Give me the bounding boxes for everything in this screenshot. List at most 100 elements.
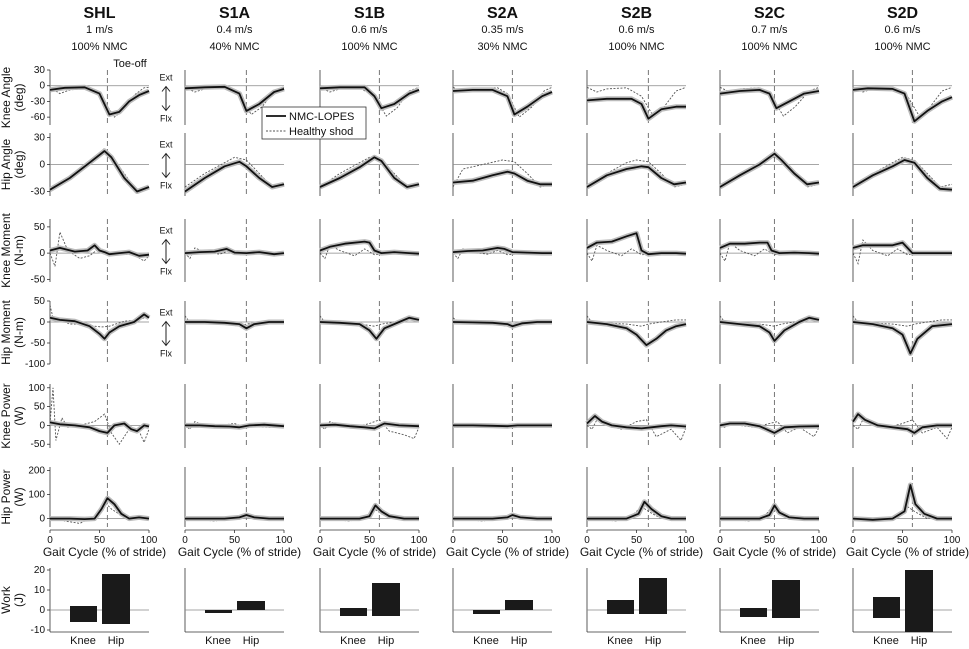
nmc-lopes-curve — [49, 86, 150, 116]
subject-title: S2C — [754, 5, 786, 22]
healthy-shod-curve — [184, 247, 285, 260]
work-bar-knee — [70, 606, 97, 622]
subject-speed: 0.6 m/s — [351, 24, 388, 36]
work-knee-label: Knee — [873, 635, 899, 647]
work-knee-label: Knee — [740, 635, 766, 647]
x-tick-label: 100 — [411, 535, 428, 546]
x-axis-label: Gait Cycle (% of stride) — [580, 545, 703, 559]
panel-knee_angle — [184, 70, 285, 125]
y-tick-label: -60 — [31, 112, 46, 123]
subject-nmc: 100% NMC — [608, 41, 664, 53]
subject-nmc: 30% NMC — [477, 41, 527, 53]
nmc-lopes-curve — [185, 514, 284, 520]
x-axis-label: Gait Cycle (% of stride) — [43, 545, 166, 559]
healthy-shod-curve — [586, 506, 686, 522]
row-ylabel: Hip Angle — [0, 138, 13, 190]
y-tick-label: 30 — [34, 65, 46, 76]
y-tick-label: 50 — [34, 222, 46, 233]
x-axis-label: Gait Cycle (% of stride) — [846, 545, 969, 559]
nmc-lopes-curve — [184, 85, 285, 112]
row-ylabel-units: (N-m) — [12, 317, 26, 348]
nmc-lopes-band — [585, 163, 687, 190]
x-tick-label: 100 — [811, 535, 828, 546]
row-ylabel: Knee Power — [0, 383, 13, 448]
subject-speed: 0.4 m/s — [216, 24, 253, 36]
panel-hip_power — [586, 467, 686, 527]
work-hip-label: Hip — [645, 635, 662, 647]
y-tick-label: 0 — [39, 248, 45, 259]
work-ylabel: Work — [0, 585, 13, 614]
work-panel: Knee Hip — [319, 568, 419, 647]
x-tick-label: 0 — [584, 535, 590, 546]
nmc-lopes-curve — [586, 165, 687, 188]
work-bar-hip — [102, 574, 130, 624]
work-bar-knee — [740, 608, 767, 617]
x-tick-label: 0 — [182, 535, 188, 546]
x-tick-label: 100 — [544, 535, 561, 546]
x-tick-label: 0 — [317, 535, 323, 546]
work-ylabel-units: (J) — [12, 593, 26, 607]
nmc-lopes-band — [587, 499, 686, 522]
y-tick-label: 0 — [39, 420, 45, 431]
nmc-lopes-curve — [452, 246, 552, 255]
y-tick-label: 30 — [34, 133, 46, 144]
healthy-shod-curve — [319, 244, 420, 260]
ext-label: Ext — [159, 308, 173, 318]
x-tick-label: 50 — [631, 535, 643, 546]
panel-knee_angle — [319, 70, 420, 125]
nmc-lopes-curve — [586, 97, 686, 120]
panel-hip_moment — [852, 301, 953, 364]
row-ylabel: Hip Moment — [0, 299, 13, 364]
panel-knee_power — [452, 384, 553, 448]
y-tick-label: 100 — [28, 490, 45, 501]
x-tick-label: 100 — [141, 535, 158, 546]
panel-knee_angle: 30 0 -30 -60 — [31, 65, 150, 125]
panel-hip_moment: 50 0 -50 -100 — [25, 296, 151, 370]
row-ylabel-units: (W) — [12, 487, 26, 506]
nmc-lopes-curve — [452, 321, 552, 328]
direction-arrow-down-head — [161, 105, 171, 112]
panel-knee_moment: 50 0 -50 — [31, 219, 150, 285]
subject-title: S2B — [621, 5, 652, 22]
subject-nmc: 100% NMC — [71, 41, 127, 53]
subject-speed: 0.35 m/s — [481, 24, 524, 36]
subject-title: S2D — [887, 5, 918, 22]
nmc-lopes-curve — [852, 87, 953, 123]
panel-hip_power: 200 100 0 — [28, 466, 150, 527]
work-knee-label: Knee — [473, 635, 499, 647]
panel-knee_power — [850, 384, 953, 448]
nmc-lopes-curve — [319, 316, 420, 340]
panel-hip_angle — [718, 133, 820, 196]
direction-arrow-down-head — [161, 258, 171, 265]
panel-knee_power — [319, 384, 420, 448]
subject-nmc: 100% NMC — [874, 41, 930, 53]
nmc-lopes-curve — [586, 415, 687, 430]
y-tick-label: -50 — [31, 338, 46, 349]
y-tick-label: -50 — [31, 439, 46, 450]
panel-hip_moment — [319, 301, 420, 364]
work-knee-label: Knee — [607, 635, 633, 647]
work-bar-hip — [639, 578, 667, 614]
y-tick-label: 200 — [28, 466, 45, 477]
nmc-lopes-band — [720, 502, 819, 522]
x-axis-label: Gait Cycle (% of stride) — [313, 545, 436, 559]
work-knee-label: Knee — [205, 635, 231, 647]
work-bar-hip — [372, 583, 400, 616]
nmc-lopes-curve — [49, 313, 150, 340]
y-tick-label: -100 — [25, 359, 45, 370]
x-tick-label: 50 — [364, 535, 376, 546]
nmc-lopes-curve — [852, 484, 952, 521]
x-tick-label: 100 — [276, 535, 293, 546]
nmc-lopes-curve — [49, 421, 150, 434]
panel-hip_moment — [719, 301, 820, 364]
subject-speed: 0.7 m/s — [751, 24, 788, 36]
nmc-lopes-curve — [185, 321, 284, 330]
y-tick-label: 0 — [39, 514, 45, 525]
nmc-lopes-band — [850, 411, 952, 436]
row-ylabel-units: (deg) — [12, 83, 26, 111]
healthy-shod-curve — [586, 86, 687, 117]
healthy-shod-curve — [852, 419, 953, 440]
work-y-tick-label: -10 — [31, 625, 46, 636]
row-ylabel: Knee Moment — [0, 212, 13, 287]
subject-title: S1A — [219, 5, 251, 22]
